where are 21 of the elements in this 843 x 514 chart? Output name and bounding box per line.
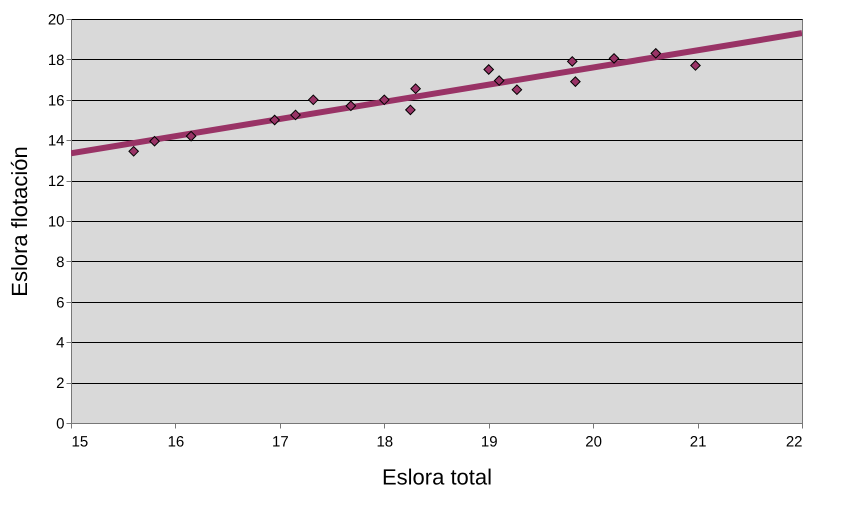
y-tick-label: 0 [56, 416, 64, 432]
x-tick-label: 17 [272, 434, 289, 450]
x-tick-label: 18 [376, 434, 394, 450]
y-tick-label: 6 [56, 294, 64, 312]
y-tick-label: 12 [48, 173, 64, 190]
y-tick-label: 18 [48, 52, 64, 69]
y-axis-title: Eslora flotación [6, 146, 32, 297]
y-tick-label: 8 [56, 254, 64, 271]
y-tick-label: 4 [56, 334, 64, 352]
x-tick-label: 16 [168, 434, 184, 450]
x-tick-label: 19 [480, 434, 498, 450]
x-tick-label: 20 [585, 434, 602, 450]
y-tick-label: 16 [48, 92, 64, 110]
y-tick-label: 10 [48, 214, 64, 230]
x-tick-label: 15 [72, 434, 88, 450]
y-tick-label: 14 [48, 132, 64, 150]
x-tick-label: 22 [786, 434, 802, 450]
y-tick-label: 2 [56, 375, 64, 392]
x-tick-label: 21 [690, 434, 706, 450]
y-tick-label: 20 [48, 12, 64, 28]
x-axis-title: Eslora total [382, 464, 492, 490]
